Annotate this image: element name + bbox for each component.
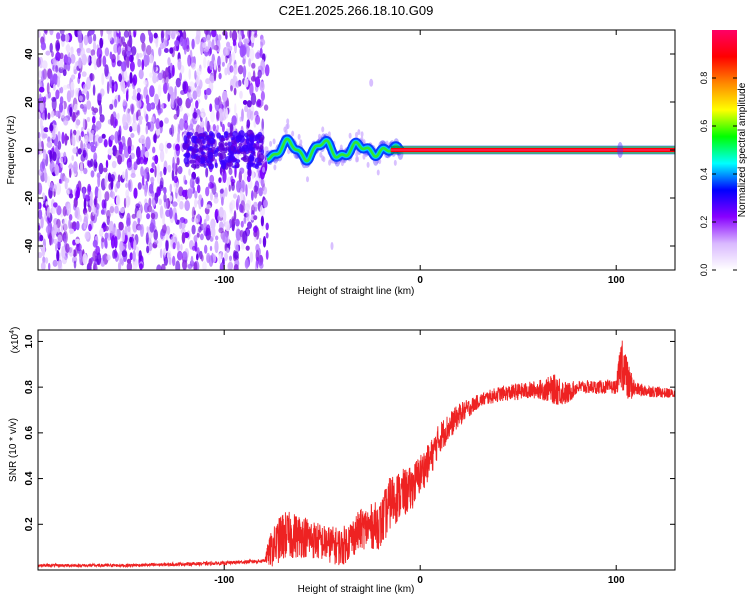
spectrogram-plot-area — [38, 30, 675, 270]
colorbar-tick-label: 0.8 — [699, 72, 709, 85]
snr-xtick-label: -100 — [214, 575, 234, 586]
snr-scale-factor: (x104) — [9, 327, 21, 354]
colorbar-tick-label: 0.2 — [699, 216, 709, 229]
snr-ylabel: SNR (10 * v/v) — [8, 418, 19, 482]
spectrogram-ytick-label: -20 — [24, 190, 35, 205]
colorbar-tick-label: 0.0 — [699, 264, 709, 277]
snr-scale-prefix: (x10 — [10, 333, 21, 353]
svg-text:(x104): (x104) — [9, 327, 21, 354]
spectrogram-ytick-label: -40 — [24, 238, 35, 253]
colorbar-gradient — [712, 30, 737, 270]
colorbar-tick-label: 0.4 — [699, 168, 709, 181]
spectrogram-ytick-label: 0 — [24, 147, 35, 153]
snr-panel: -100 0 100 0.2 0.4 0.6 0.8 1.0 Height of straig… — [8, 327, 676, 595]
spectrogram-ytick-label: 20 — [24, 96, 35, 108]
snr-xtick-label: 100 — [608, 575, 625, 586]
snr-axes: -100 0 100 0.2 0.4 0.6 0.8 1.0 — [24, 330, 675, 586]
spectrogram-xtick-label: 100 — [608, 275, 625, 286]
snr-ytick-label: 1.0 — [24, 334, 35, 348]
spectrogram-axes: -100 0 100 -40 -20 0 20 40 — [24, 30, 675, 286]
snr-frame — [37, 329, 676, 571]
snr-ytick-label: 0.6 — [24, 425, 35, 439]
snr-ytick-label: 0.8 — [24, 380, 35, 394]
spectrogram-noise — [38, 30, 270, 270]
colorbar-label: Normalized spectral amplitude — [737, 82, 748, 217]
spectrogram-panel: -100 0 100 -40 -20 0 20 40 Height of straight l… — [6, 29, 676, 297]
spectrogram-xlabel: Height of straight line (km) — [298, 286, 415, 297]
figure-title: C2E1.2025.266.18.10.G09 — [279, 3, 434, 18]
spectrogram-signal — [262, 78, 675, 250]
snr-xtick-label: 0 — [417, 575, 423, 586]
snr-plot-area — [38, 340, 675, 569]
snr-ytick-label: 0.4 — [24, 471, 35, 485]
colorbar-tick-label: 0.6 — [699, 120, 709, 133]
colorbar-axes: 0.0 0.2 0.4 0.6 0.8 — [699, 72, 737, 277]
colorbar: 0.0 0.2 0.4 0.6 0.8 Normalized spectral ampl… — [699, 30, 748, 276]
snr-scale-exponent: 4 — [9, 330, 16, 334]
snr-series-line — [38, 340, 675, 569]
snr-scale-suffix: ) — [10, 327, 21, 330]
spectrogram-xtick-label: -100 — [214, 275, 234, 286]
snr-xlabel: Height of straight line (km) — [298, 584, 415, 595]
spectrogram-ylabel: Frequency (Hz) — [6, 116, 17, 185]
spectrogram-ytick-label: 40 — [24, 48, 35, 60]
spectrogram-xtick-label: 0 — [417, 275, 423, 286]
snr-ytick-label: 0.2 — [24, 517, 35, 531]
